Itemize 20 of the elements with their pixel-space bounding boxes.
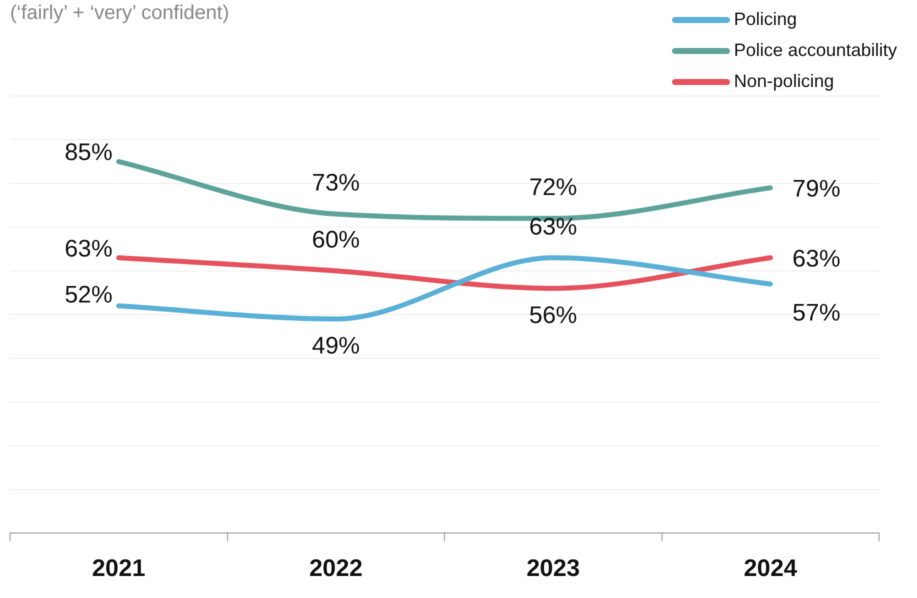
legend-label: Non-policing: [734, 71, 834, 92]
x-tick-label: 2021: [92, 555, 146, 582]
chart-subtitle: (‘fairly’ + ‘very’ confident): [10, 2, 230, 25]
data-label: 60%: [312, 226, 360, 254]
data-label: 57%: [792, 300, 840, 327]
data-label: 49%: [312, 332, 360, 360]
x-tick-label: 2023: [526, 555, 580, 582]
data-label: 63%: [529, 213, 578, 240]
data-label: 52%: [64, 281, 113, 308]
data-label: 73%: [312, 170, 360, 197]
data-label: 79%: [792, 175, 840, 202]
legend-label: Policing: [734, 9, 797, 30]
data-label: 72%: [529, 174, 578, 202]
legend-label: Police accountability: [734, 40, 897, 61]
x-tick-label: 2022: [309, 555, 363, 582]
x-tick-label: 2024: [744, 555, 798, 582]
data-label: 85%: [64, 139, 113, 166]
data-label: 63%: [792, 245, 840, 272]
data-label: 63%: [64, 235, 113, 262]
data-label: 56%: [529, 302, 578, 329]
